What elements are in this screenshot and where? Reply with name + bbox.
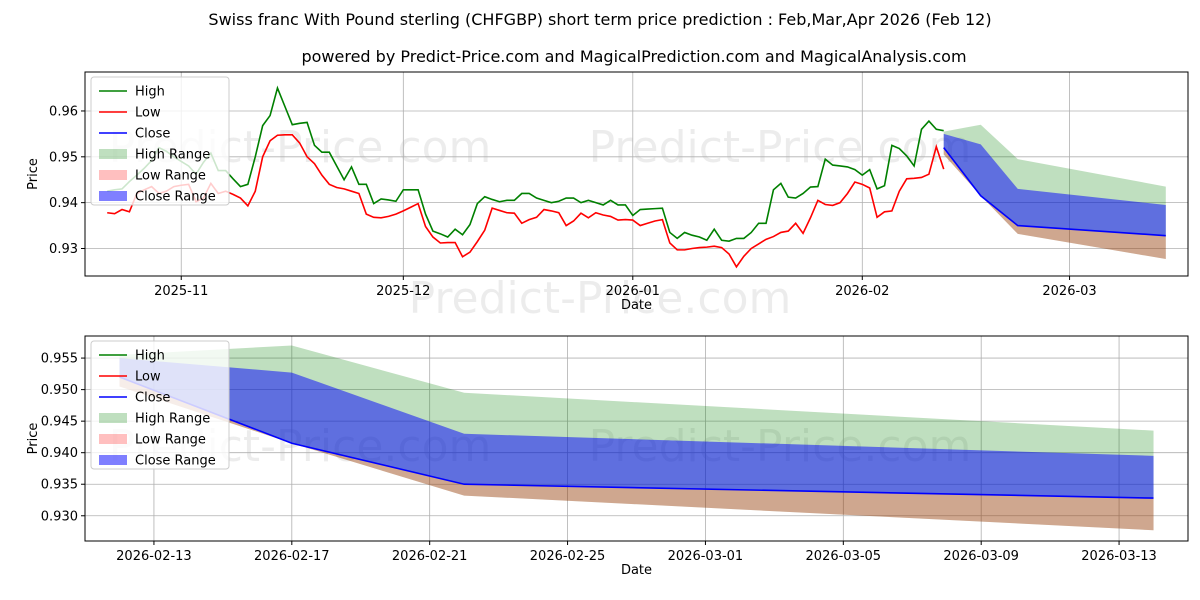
- x-tick-label: 2025-12: [376, 284, 430, 299]
- legend-label: High: [135, 85, 165, 100]
- watermark-text: Predict-Price.com: [589, 122, 972, 173]
- close-forecast-line: [943, 147, 1166, 237]
- y-tick-label: 0.935: [41, 478, 78, 493]
- x-tick-label: 2026-02-13: [116, 549, 192, 564]
- x-tick-label: 2026-02-17: [254, 549, 330, 564]
- legend-label: Low Range: [135, 433, 206, 448]
- x-tick-label: 2026-03: [1042, 284, 1096, 299]
- legend-swatch-patch: [99, 455, 127, 465]
- watermark-text: Predict-Price.com: [409, 273, 792, 324]
- y-axis-label: Price: [26, 158, 41, 190]
- legend-label: Low: [135, 106, 161, 121]
- y-tick-label: 0.945: [41, 415, 78, 430]
- y-tick-label: 0.93: [49, 242, 78, 257]
- forecast-panel: Predict-Price.comPredict-Price.com0.9300…: [26, 335, 1189, 578]
- legend-swatch-patch: [99, 149, 127, 159]
- x-tick-label: 2026-02-21: [392, 549, 468, 564]
- x-tick-label: 2026-02-25: [530, 549, 606, 564]
- chart-title: Swiss franc With Pound sterling (CHFGBP)…: [208, 10, 991, 29]
- legend-label: Close Range: [135, 190, 216, 205]
- y-tick-label: 0.95: [49, 150, 78, 165]
- x-tick-label: 2026-03-05: [806, 549, 882, 564]
- y-tick-label: 0.940: [41, 446, 78, 461]
- history-panel: Predict-Price.com Predict-Price.comPredic…: [26, 71, 1189, 324]
- x-axis-label: Date: [621, 563, 652, 578]
- legend-swatch-patch: [99, 434, 127, 444]
- low-range-band: [119, 377, 1154, 531]
- legend-swatch-patch: [99, 191, 127, 201]
- legend-label: High Range: [135, 412, 210, 427]
- legend-swatch-patch: [99, 413, 127, 423]
- x-tick-label: 2026-03-13: [1081, 549, 1157, 564]
- legend-box: [90, 340, 230, 470]
- legend-box: [90, 76, 230, 206]
- legend-label: Low: [135, 370, 161, 385]
- x-tick-label: 2025-11: [154, 284, 208, 299]
- legend-swatch-patch: [99, 170, 127, 180]
- y-tick-label: 0.94: [49, 196, 78, 211]
- y-tick-label: 0.96: [49, 104, 78, 119]
- legend-label: Close Range: [135, 454, 216, 469]
- x-tick-label: 2026-02: [835, 284, 889, 299]
- low-series-line: [107, 134, 945, 269]
- legend-label: Close: [135, 127, 170, 142]
- x-tick-label: 2026-03-09: [943, 549, 1019, 564]
- legend-label: Low Range: [135, 169, 206, 184]
- legend-label: High: [135, 349, 165, 364]
- x-axis-label: Date: [621, 298, 652, 313]
- x-tick-label: 2026-01: [606, 284, 660, 299]
- y-tick-label: 0.930: [41, 509, 78, 524]
- legend-label: High Range: [135, 148, 210, 163]
- high-series-line: [107, 85, 944, 242]
- x-tick-label: 2026-03-01: [668, 549, 744, 564]
- low-range-band: [943, 147, 1166, 260]
- plot-frame: [84, 335, 1189, 542]
- legend-label: Close: [135, 391, 170, 406]
- chart-subtitle: powered by Predict-Price.com and Magical…: [301, 47, 966, 66]
- plot-frame: [84, 71, 1189, 277]
- y-axis-label: Price: [26, 423, 41, 455]
- y-tick-label: 0.950: [41, 383, 78, 398]
- y-tick-label: 0.955: [41, 352, 78, 367]
